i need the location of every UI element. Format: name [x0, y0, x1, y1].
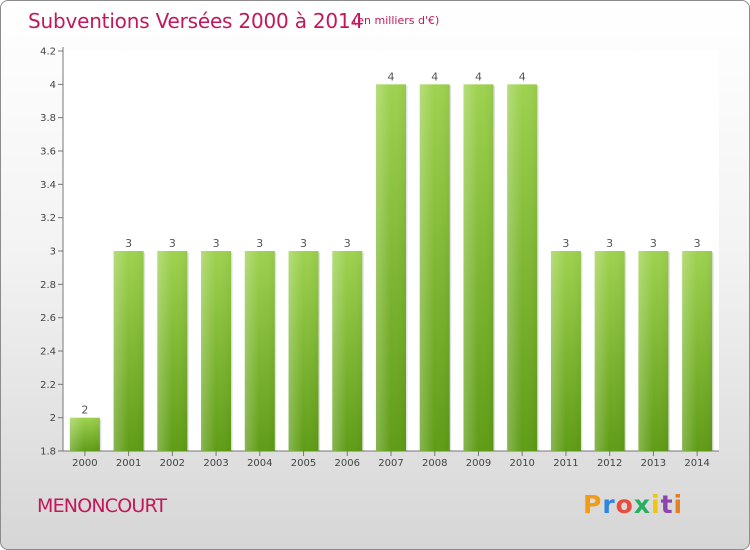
proxiti-logo: Proxiti — [583, 490, 683, 519]
data-label-2011: 3 — [562, 237, 569, 250]
logo-letter: x — [633, 490, 651, 519]
x-tick-label-2009: 2009 — [466, 458, 491, 469]
x-tick-label-2006: 2006 — [335, 458, 360, 469]
logo-letter: o — [615, 490, 634, 519]
bar-highlight — [419, 84, 450, 451]
bar-highlight — [594, 251, 625, 451]
x-tick-label-2010: 2010 — [509, 458, 534, 469]
x-tick-label-2011: 2011 — [553, 458, 578, 469]
x-tick-label-2013: 2013 — [641, 458, 666, 469]
y-tick-label: 2.8 — [40, 280, 56, 291]
x-tick-label-2012: 2012 — [597, 458, 622, 469]
data-label-2006: 3 — [344, 237, 351, 250]
bar-highlight — [550, 251, 581, 451]
data-label-2002: 3 — [169, 237, 176, 250]
logo-letter: i — [651, 490, 661, 519]
bar-highlight — [682, 251, 713, 451]
x-tick-label-2007: 2007 — [378, 458, 403, 469]
logo-letter: t — [660, 490, 674, 519]
y-tick-label: 2 — [50, 413, 56, 424]
bar-highlight — [244, 251, 275, 451]
bar-highlight — [157, 251, 188, 451]
data-label-2013: 3 — [650, 237, 657, 250]
y-tick-label: 2.4 — [40, 347, 56, 358]
data-label-2001: 3 — [125, 237, 132, 250]
bar-highlight — [376, 84, 406, 451]
logo-letter: i — [673, 490, 684, 519]
x-tick-label-2008: 2008 — [422, 458, 447, 469]
y-tick-label: 4 — [50, 80, 56, 91]
y-tick-label: 3.4 — [40, 180, 56, 191]
data-label-2010: 4 — [519, 70, 526, 83]
y-tick-label: 4.2 — [40, 47, 56, 58]
x-tick-label-2004: 2004 — [247, 458, 272, 469]
data-label-2014: 3 — [694, 237, 701, 250]
x-tick-label-2000: 2000 — [72, 458, 97, 469]
bar-highlight — [463, 84, 494, 451]
y-tick-label: 3.2 — [40, 213, 56, 224]
data-label-2008: 4 — [431, 70, 438, 83]
x-tick-label-2001: 2001 — [116, 458, 141, 469]
y-tick-label: 2.6 — [40, 313, 56, 324]
bar-highlight — [638, 251, 669, 451]
y-tick-label: 1.8 — [40, 447, 56, 458]
bar-highlight — [507, 84, 538, 451]
bar-highlight — [201, 251, 232, 451]
y-tick-label: 2.2 — [40, 380, 56, 391]
x-tick-label-2014: 2014 — [684, 458, 709, 469]
data-label-2009: 4 — [475, 70, 482, 83]
data-label-2004: 3 — [256, 237, 263, 250]
chart-subtitle: (en milliers d'€) — [353, 14, 440, 27]
data-label-2005: 3 — [300, 237, 307, 250]
y-tick-label: 3.8 — [40, 113, 56, 124]
x-tick-label-2005: 2005 — [291, 458, 316, 469]
bar-highlight — [69, 417, 100, 451]
x-tick-label-2003: 2003 — [203, 458, 228, 469]
data-label-2003: 3 — [213, 237, 220, 250]
y-tick-label: 3.6 — [40, 147, 56, 158]
logo-letter: r — [602, 490, 616, 519]
x-tick-label-2002: 2002 — [160, 458, 185, 469]
commune-name: MENONCOURT — [37, 495, 167, 517]
bar-highlight — [332, 251, 363, 451]
bar-highlight — [288, 251, 319, 451]
bar-highlight — [113, 251, 144, 451]
y-tick-label: 3 — [50, 247, 56, 258]
data-label-2012: 3 — [606, 237, 613, 250]
data-label-2000: 2 — [81, 404, 88, 417]
data-label-2007: 4 — [388, 70, 395, 83]
logo-letter: P — [583, 490, 603, 519]
chart-title: Subventions Versées 2000 à 2014 — [28, 9, 364, 33]
